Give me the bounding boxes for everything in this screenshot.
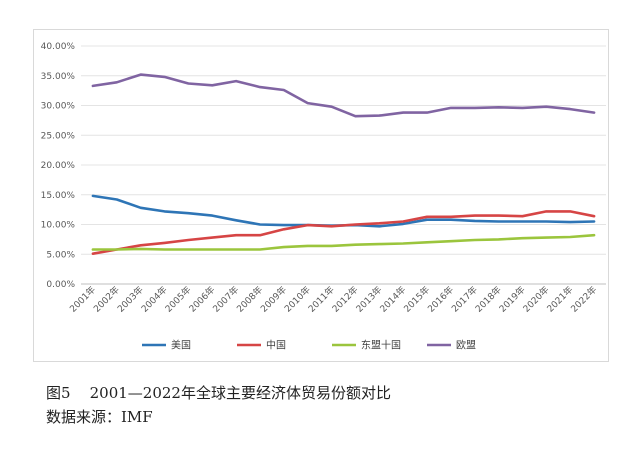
series-lines xyxy=(91,73,596,255)
legend-label: 东盟十国 xyxy=(361,339,401,352)
y-tick-label: 10.00% xyxy=(41,221,76,231)
y-tick-label: 0.00% xyxy=(46,280,75,290)
figure-caption: 图5 2001—2022年全球主要经济体贸易份额对比 xyxy=(46,384,391,402)
y-tick-label: 15.00% xyxy=(41,191,76,201)
grid-lines xyxy=(81,45,606,285)
x-axis-tick-labels: 2001年2002年2003年2004年2005年2006年2007年2008年… xyxy=(67,284,599,315)
legend-label: 欧盟 xyxy=(456,340,476,352)
series-line-1 xyxy=(91,210,596,255)
y-axis-tick-labels: 0.00% 5.00% 10.00% 15.00% 20.00% 25.00% 30.00%… xyxy=(41,42,76,290)
y-tick-label: 20.00% xyxy=(41,161,76,171)
y-tick-label: 25.00% xyxy=(41,131,76,141)
series-line-3 xyxy=(91,73,596,118)
series-line-0 xyxy=(91,194,596,228)
series-line-2 xyxy=(91,233,596,251)
line-chart: 0.00% 5.00% 10.00% 15.00% 20.00% 25.00% 30.00%… xyxy=(41,42,606,352)
y-tick-label: 35.00% xyxy=(41,72,76,82)
chart-frame: 0.00% 5.00% 10.00% 15.00% 20.00% 25.00% 30.00%… xyxy=(33,29,609,362)
legend-label: 中国 xyxy=(266,339,286,352)
legend-label: 美国 xyxy=(171,339,191,352)
data-source-note: 数据来源：IMF xyxy=(46,408,153,426)
x-tick-label: 2022年 xyxy=(568,284,599,315)
y-tick-label: 40.00% xyxy=(41,42,76,52)
y-tick-label: 30.00% xyxy=(41,102,76,112)
legend: 美国 中国 东盟十国 欧盟 xyxy=(142,339,476,352)
y-tick-label: 5.00% xyxy=(46,250,75,260)
